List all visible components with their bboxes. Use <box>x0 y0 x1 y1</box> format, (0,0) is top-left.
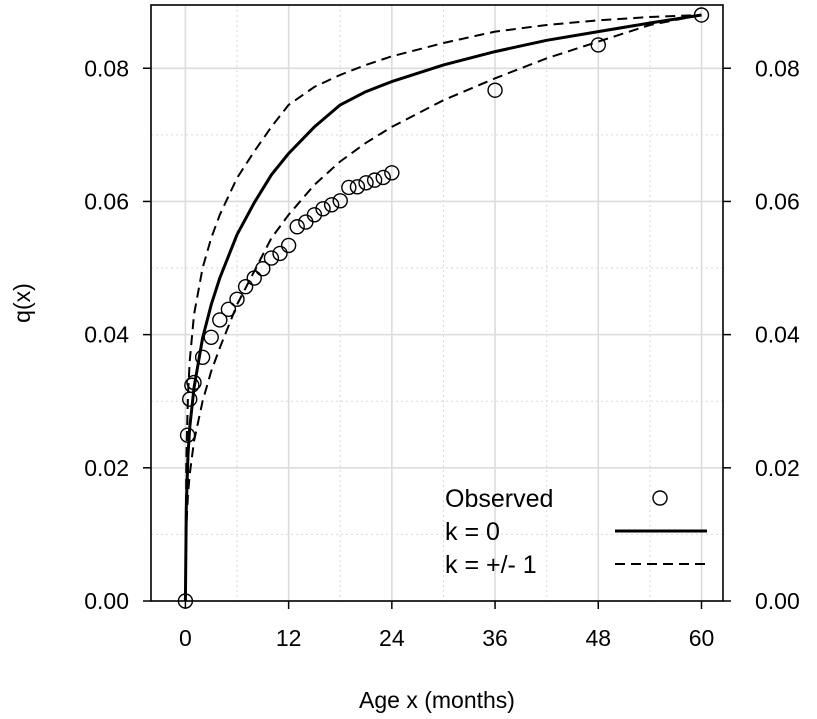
observed-point <box>272 245 288 262</box>
observed-point <box>194 349 211 365</box>
observed-point <box>229 291 245 308</box>
y-tick-label: 0.04 <box>84 322 129 348</box>
x-tick-label: 48 <box>585 625 611 651</box>
observed-point <box>323 197 340 213</box>
legend-label: Observed <box>445 485 553 513</box>
legend-observed-marker <box>652 490 668 506</box>
right-y-tick-label: 0.02 <box>755 455 800 481</box>
observed-point <box>263 250 280 266</box>
y-tick-label: 0.08 <box>84 55 129 81</box>
x-tick-label: 0 <box>179 625 192 651</box>
y-tick-label: 0.00 <box>84 588 129 614</box>
k0-line <box>183 13 702 602</box>
x-tick-label: 36 <box>482 625 508 651</box>
y-axis-label: q(x) <box>9 283 35 323</box>
observed-point <box>349 179 366 195</box>
x-tick-label: 12 <box>276 625 302 651</box>
observed-point <box>184 377 200 393</box>
observed-point <box>237 278 254 295</box>
k-pm1-line-2 <box>184 14 702 602</box>
grid <box>151 5 723 602</box>
observed-point <box>315 201 331 217</box>
observed-point <box>280 237 297 254</box>
observed-point <box>306 207 323 223</box>
observed-point <box>590 37 606 53</box>
observed-point <box>375 169 391 186</box>
observed-point <box>487 82 503 98</box>
y-tick-label: 0.06 <box>84 188 129 214</box>
legend-label: k = +/- 1 <box>445 551 537 579</box>
observed-point <box>341 179 357 196</box>
y-tick-label: 0.02 <box>84 455 129 481</box>
right-y-tick-label: 0.06 <box>755 188 800 214</box>
observed-point <box>220 301 237 318</box>
right-y-tick-label: 0.08 <box>755 55 800 81</box>
x-tick-label: 24 <box>379 625 405 651</box>
k-pm1-line-3 <box>184 14 702 602</box>
observed-point <box>212 312 228 328</box>
observed-point <box>289 219 305 235</box>
legend-label: k = 0 <box>445 518 500 546</box>
right-y-tick-label: 0.04 <box>755 322 800 348</box>
series-layer <box>177 7 710 609</box>
right-y-tick-label: 0.00 <box>755 588 800 614</box>
observed-point <box>366 172 383 188</box>
observed-point <box>332 193 348 209</box>
x-axis-label: Age x (months) <box>359 687 515 713</box>
legend: Observed k = 0 k = +/- 1 <box>445 485 707 579</box>
observed-point <box>358 175 374 191</box>
axes: 0 12 24 36 48 60 0.00 0.02 0.04 0.06 0.08 0.00 0.02 0… <box>84 55 800 651</box>
x-tick-label: 60 <box>689 625 715 651</box>
observed-point <box>384 165 400 181</box>
plot-frame <box>150 4 724 602</box>
